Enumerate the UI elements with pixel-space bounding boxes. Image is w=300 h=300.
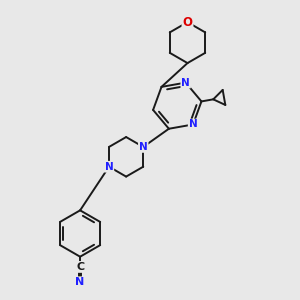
Text: N: N <box>139 142 148 152</box>
Text: N: N <box>181 78 190 88</box>
Text: C: C <box>76 262 84 272</box>
Text: N: N <box>105 162 113 172</box>
Text: N: N <box>189 119 197 130</box>
Text: O: O <box>182 16 193 29</box>
Text: N: N <box>76 277 85 287</box>
